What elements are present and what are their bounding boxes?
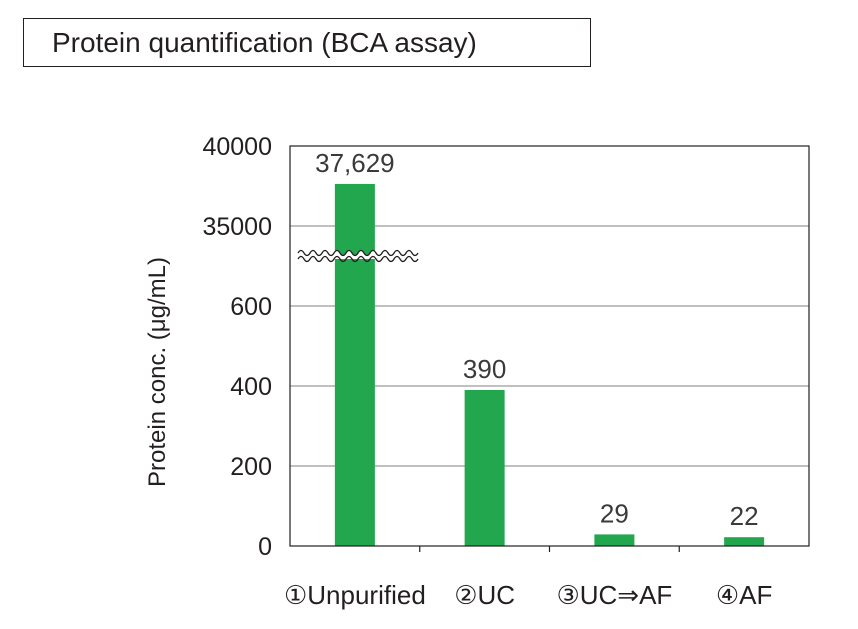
axis-break-line — [297, 249, 419, 257]
y-tick-labels: 0 200 400 600 35000 40000 — [202, 133, 272, 561]
plot-frame — [289, 145, 810, 552]
bar — [334, 183, 375, 546]
bar — [464, 390, 505, 546]
data-label: 390 — [463, 354, 506, 384]
chart-title-box: Protein quantification (BCA assay) — [23, 18, 591, 67]
bar — [724, 537, 765, 546]
data-label: 37,629 — [315, 148, 395, 178]
category-label: ②UC — [454, 580, 515, 610]
y-tick-label: 400 — [230, 373, 272, 401]
y-tick-label: 200 — [230, 453, 272, 481]
axis-break-band — [298, 250, 418, 259]
y-tick-label: 40000 — [202, 133, 272, 161]
category-label: ③UC⇒AF — [556, 580, 672, 610]
y-tick-label: 35000 — [202, 213, 272, 241]
chart-title: Protein quantification (BCA assay) — [52, 27, 477, 58]
data-label: 22 — [730, 501, 759, 531]
category-label: ④AF — [716, 580, 773, 610]
axis-break-line — [297, 255, 419, 263]
data-label: 29 — [600, 498, 629, 528]
y-axis-label: Protein conc. (μg/mL) — [144, 257, 171, 487]
data-labels: 37,629 390 29 22 — [315, 148, 758, 531]
bars — [334, 183, 765, 546]
bar — [594, 534, 635, 546]
axis-break — [297, 249, 419, 263]
gridlines — [290, 225, 809, 467]
y-tick-label: 600 — [230, 293, 272, 321]
category-label: ①Unpurified — [284, 580, 426, 610]
y-tick-label: 0 — [258, 533, 272, 561]
category-labels: ①Unpurified ②UC ③UC⇒AF ④AF — [284, 580, 772, 610]
